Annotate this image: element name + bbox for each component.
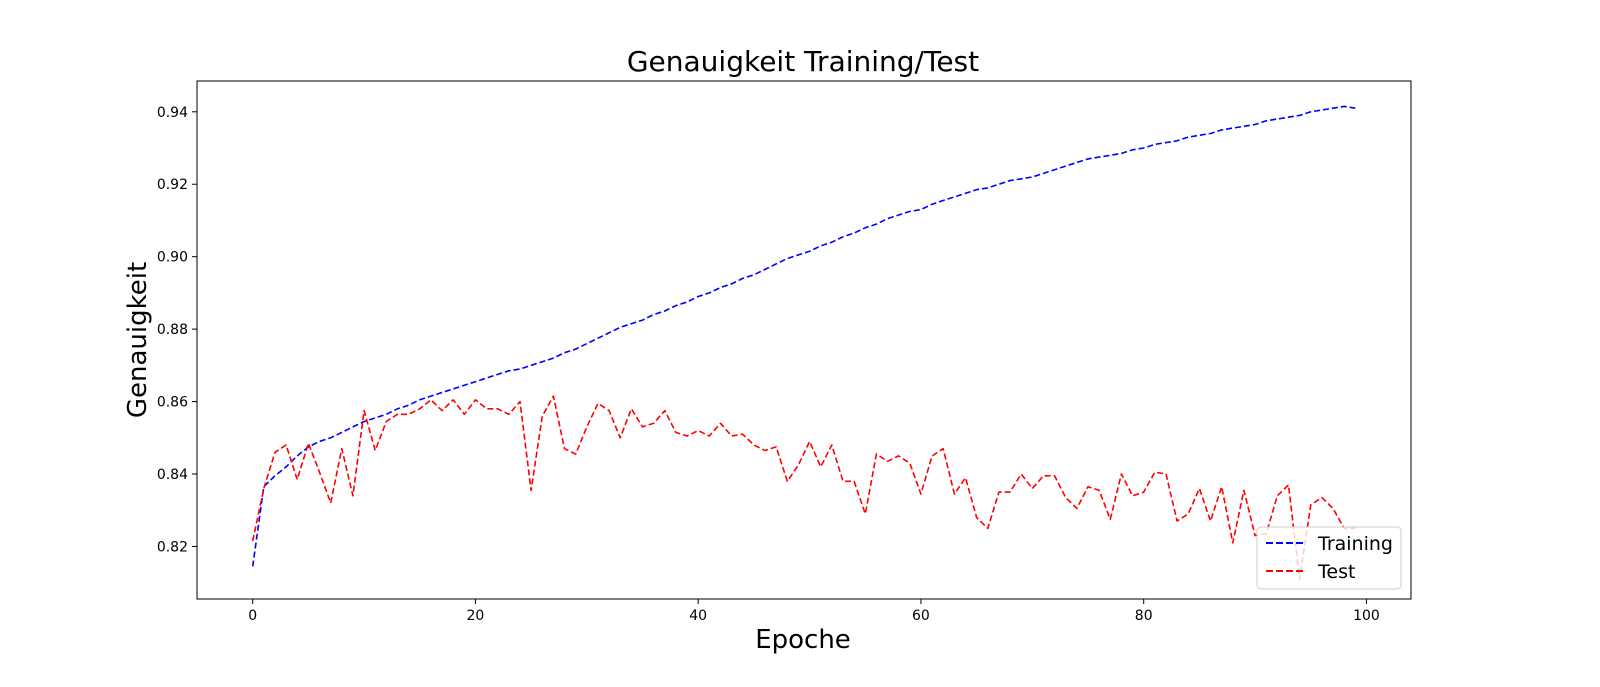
y-tick-label: 0.82 <box>157 539 188 555</box>
y-axis-label: Genauigkeit <box>123 262 153 418</box>
y-tick-label: 0.86 <box>157 395 188 411</box>
y-tick-label: 0.88 <box>157 322 188 338</box>
y-tick-label: 0.92 <box>157 177 188 193</box>
x-tick-label: 100 <box>1353 608 1380 624</box>
plot-frame <box>196 80 1412 600</box>
x-tick-label: 0 <box>248 608 257 624</box>
legend: Training Test <box>1256 526 1402 590</box>
x-tick-label: 40 <box>689 608 707 624</box>
x-tick-label: 80 <box>1135 608 1153 624</box>
series-line-test <box>251 395 1356 580</box>
x-tick-label: 20 <box>467 608 485 624</box>
y-tick-label: 0.90 <box>157 250 188 266</box>
axis-ticks: 0 20 40 60 80 100 0.82 0.84 0.86 0.88 0.90 0.92 0.94 <box>157 105 1380 624</box>
x-tick-label: 60 <box>912 608 930 624</box>
y-tick-label: 0.94 <box>157 105 188 121</box>
legend-label-training: Training <box>1317 533 1393 555</box>
x-axis-label: Epoche <box>755 625 851 655</box>
legend-label-test: Test <box>1317 561 1355 583</box>
chart-title: Genauigkeit Training/Test <box>627 45 979 78</box>
series-line-training <box>251 105 1356 567</box>
plot-area <box>251 105 1356 580</box>
y-tick-label: 0.84 <box>157 467 188 483</box>
